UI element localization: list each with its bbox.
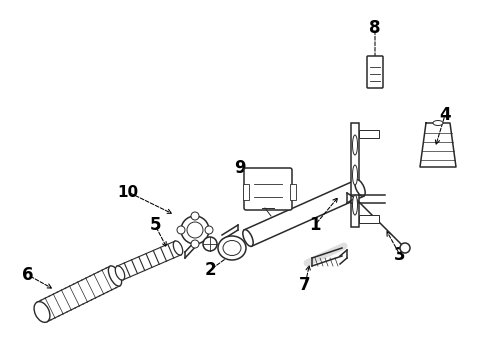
Ellipse shape: [108, 266, 122, 286]
Ellipse shape: [355, 180, 365, 196]
Ellipse shape: [433, 121, 443, 126]
Ellipse shape: [352, 165, 358, 185]
Text: 10: 10: [118, 185, 139, 199]
Bar: [290, 184, 296, 200]
Text: 3: 3: [394, 246, 406, 264]
Circle shape: [191, 212, 199, 220]
Ellipse shape: [173, 241, 183, 255]
FancyBboxPatch shape: [351, 123, 359, 227]
Circle shape: [181, 216, 209, 244]
Circle shape: [205, 226, 213, 234]
Text: 9: 9: [234, 159, 246, 177]
Ellipse shape: [34, 302, 50, 322]
Text: 2: 2: [204, 261, 216, 279]
Ellipse shape: [218, 236, 246, 260]
Text: 1: 1: [309, 216, 321, 234]
Text: 8: 8: [369, 19, 381, 37]
FancyBboxPatch shape: [244, 168, 292, 210]
Circle shape: [177, 226, 185, 234]
Circle shape: [400, 243, 410, 253]
Ellipse shape: [352, 135, 358, 155]
Circle shape: [187, 222, 203, 238]
Ellipse shape: [243, 230, 253, 246]
Circle shape: [203, 237, 217, 251]
Circle shape: [191, 240, 199, 248]
Text: 6: 6: [22, 266, 34, 284]
Text: 5: 5: [149, 216, 161, 234]
FancyBboxPatch shape: [367, 56, 383, 88]
Ellipse shape: [223, 240, 241, 256]
Ellipse shape: [115, 266, 125, 280]
Text: 4: 4: [439, 106, 451, 124]
Ellipse shape: [352, 195, 358, 215]
Bar: [359, 130, 379, 138]
Text: 7: 7: [299, 276, 311, 294]
Bar: [359, 215, 379, 223]
Bar: [243, 184, 249, 200]
Polygon shape: [245, 180, 364, 246]
